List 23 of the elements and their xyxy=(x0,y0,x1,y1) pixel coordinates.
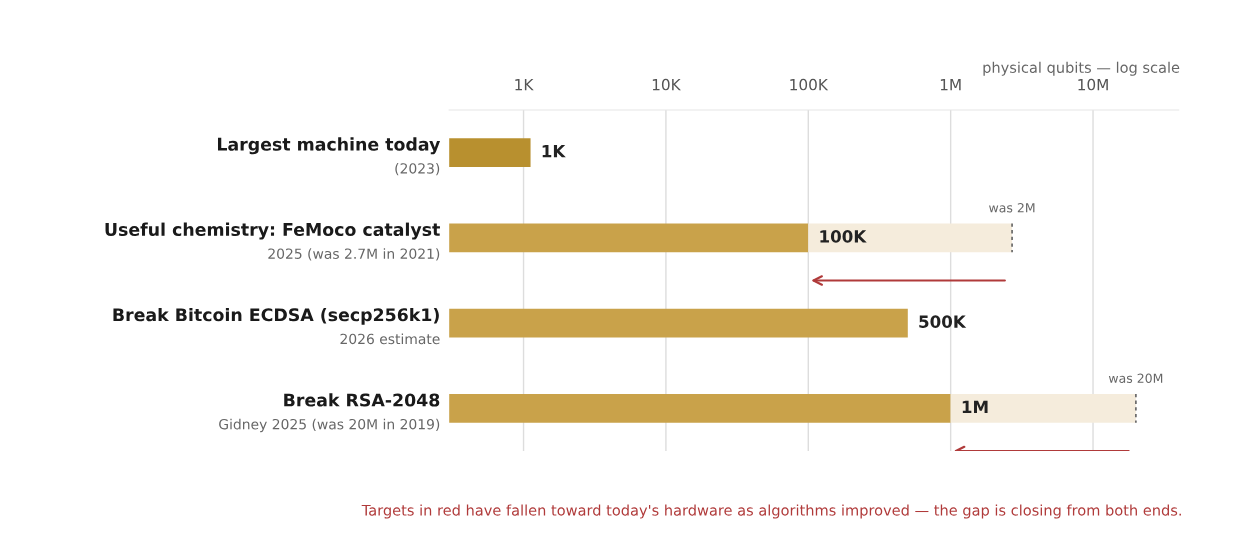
annotation: was 20M xyxy=(1108,373,1163,383)
bar xyxy=(449,393,951,423)
bar xyxy=(808,223,1013,253)
y-tick-label: Useful chemistry: FeMoco catalyst 2025 (was 2.7M in 2021) xyxy=(105,222,440,261)
data-label: 500K xyxy=(919,315,967,328)
x-tick-label: 10K xyxy=(652,78,681,91)
x-tick-label: 100K xyxy=(790,78,829,91)
y-tick-label: Break RSA-2048 Gidney 2025 (was 20M in 2019) xyxy=(219,393,440,433)
x-tick-label: 1M xyxy=(940,79,961,91)
y-tick-label: Break Bitcoin ECDSA (secp256k1) 2026 estimate xyxy=(113,307,440,345)
x-tick-label: 10M xyxy=(1078,78,1108,91)
data-label: 1M xyxy=(962,400,988,413)
text: Targets in red have fallen toward today's hardware as algorithms improved — the gap is closing from both ends. xyxy=(361,504,1181,519)
data-label: 1K xyxy=(542,145,566,158)
bar xyxy=(449,138,531,168)
bar xyxy=(449,223,809,253)
y-tick-label: Largest machine today (2023) xyxy=(218,137,441,176)
x-axis-title: physical qubits — log scale xyxy=(983,61,1180,76)
annotation: was 2M xyxy=(989,202,1035,213)
x-tick-label: 1K xyxy=(515,79,534,91)
bar xyxy=(950,393,1136,423)
bar xyxy=(449,308,908,338)
data-label: 100K xyxy=(820,230,867,243)
